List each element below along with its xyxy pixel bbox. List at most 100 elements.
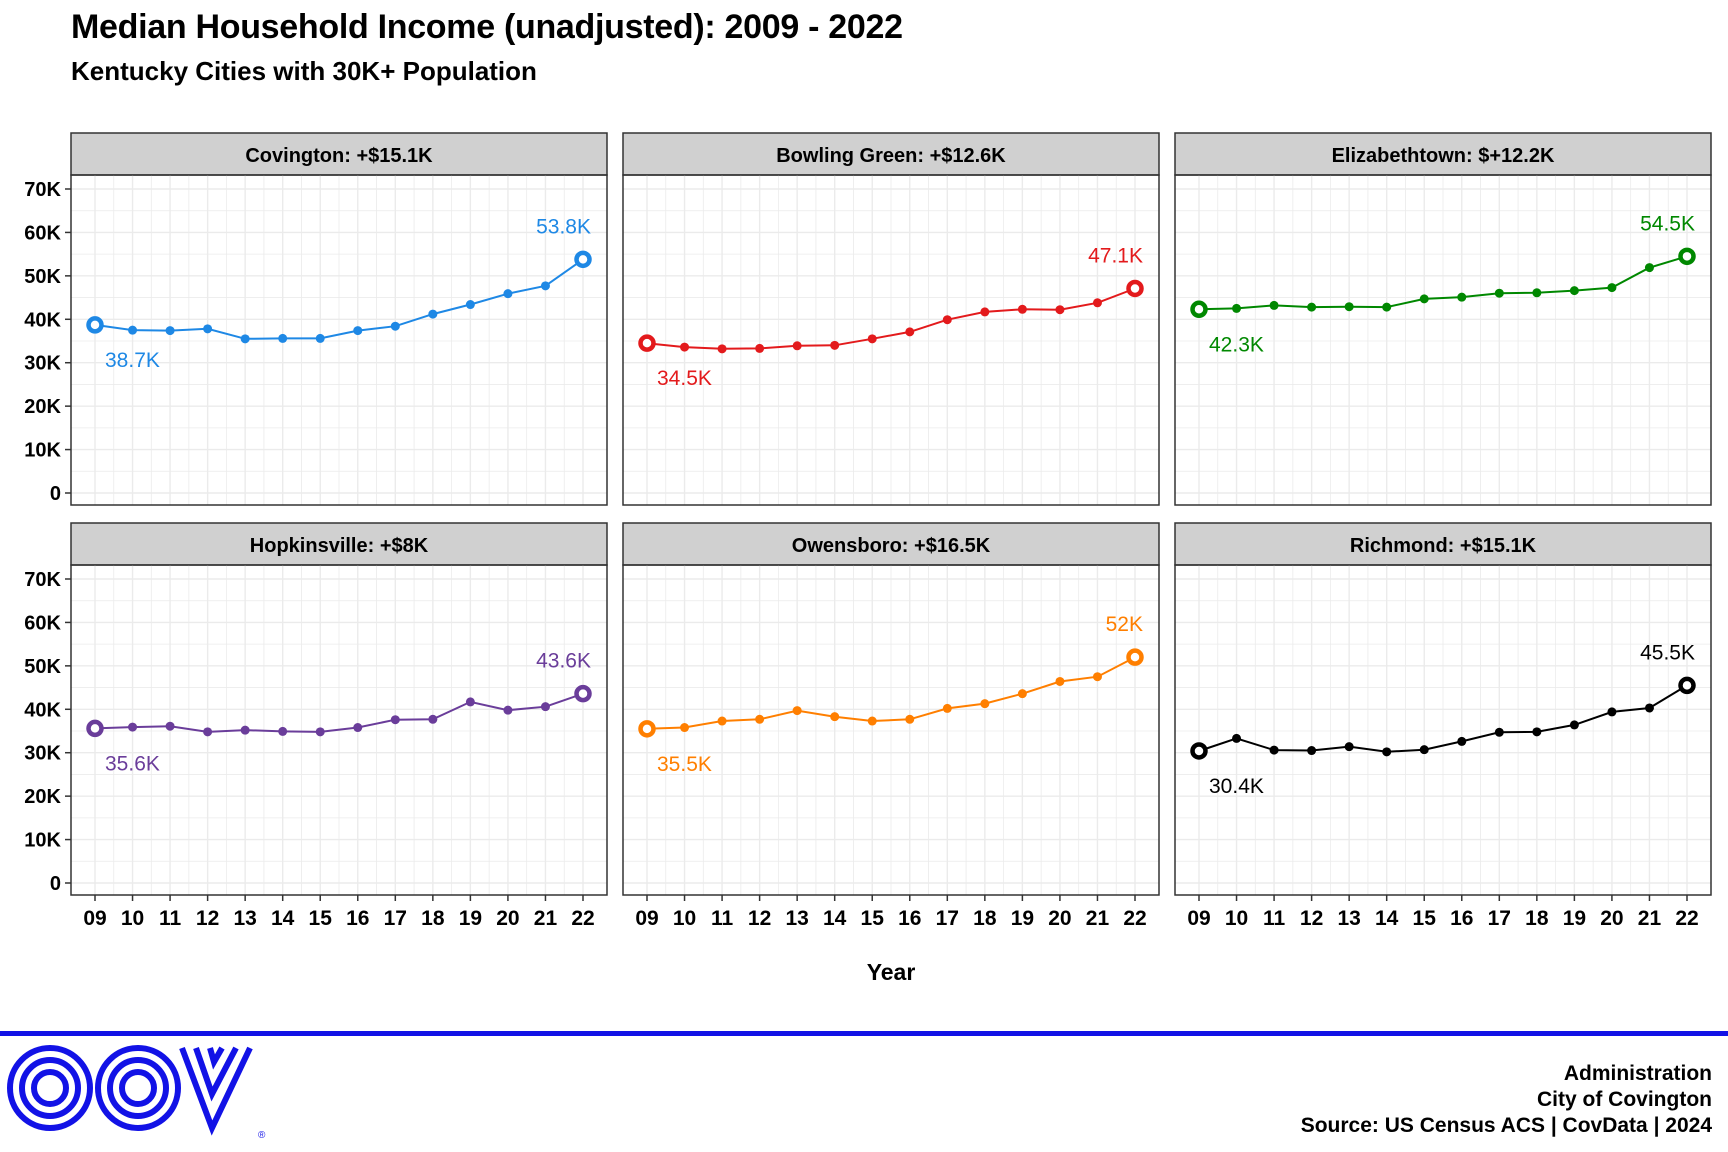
data-point (503, 289, 513, 299)
endpoint-marker (1678, 247, 1696, 266)
endpoint-marker (638, 334, 656, 352)
data-point (1055, 305, 1065, 315)
x-tick-label: 14 (271, 907, 295, 930)
x-tick-label: 18 (973, 907, 997, 930)
data-point (1569, 286, 1579, 296)
data-point (867, 334, 877, 344)
x-tick-label: 19 (1563, 907, 1586, 930)
data-point (1419, 745, 1429, 755)
svg-text:®: ® (258, 1130, 266, 1141)
x-tick-label: 13 (785, 907, 808, 930)
series-line (646, 287, 1136, 350)
x-tick-label: 21 (1086, 907, 1110, 930)
data-point (942, 315, 952, 325)
data-point (1494, 727, 1504, 737)
data-point (1055, 676, 1065, 686)
x-tick-label: 11 (711, 907, 734, 930)
data-point (353, 723, 363, 733)
x-tick-label: 16 (898, 907, 921, 930)
x-tick-label: 10 (121, 907, 144, 930)
start-value-label: 35.6K (105, 752, 160, 775)
data-point (1307, 302, 1317, 312)
data-point (278, 726, 288, 736)
x-tick-label: 09 (635, 907, 658, 930)
x-tick-label: 17 (384, 907, 407, 930)
data-point (165, 326, 175, 336)
panel-title: Covington: +$15.1K (245, 145, 433, 167)
credits-source: Source: US Census ACS | CovData | 2024 (1300, 1114, 1712, 1137)
data-point (1307, 746, 1317, 756)
x-tick-label: 09 (83, 907, 106, 930)
endpoint-marker (638, 720, 656, 738)
endpoint-marker (1126, 648, 1144, 666)
end-value-label: 45.5K (1640, 641, 1695, 664)
footer-divider (0, 1031, 1728, 1036)
panel-title: Elizabethtown: $+12.2K (1332, 145, 1555, 167)
series-line (94, 692, 584, 733)
data-point (1344, 742, 1354, 752)
panel-border (70, 174, 608, 506)
data-point (680, 342, 690, 352)
y-tick-label: 0 (50, 483, 61, 505)
data-point (830, 712, 840, 722)
panel-4: Hopkinsville: +$8K 0 10K 20K 30K 40K 50K 60K 70K… (24, 522, 608, 930)
panel-3: Elizabethtown: $+12.2K 42.3K 54.5K (1174, 132, 1712, 506)
x-tick-label: 15 (861, 907, 885, 930)
chart-title: Median Household Income (unadjusted): 20… (71, 8, 903, 46)
y-tick-label: 30K (24, 743, 61, 765)
endpoint-marker (1190, 742, 1208, 760)
data-point (1607, 283, 1617, 293)
data-point (980, 699, 990, 709)
data-point (128, 722, 138, 732)
panel-strip (622, 132, 1160, 176)
series-line (1198, 255, 1688, 311)
y-tick-label: 0 (50, 873, 61, 895)
data-point (1644, 703, 1654, 713)
x-tick-label: 10 (1225, 907, 1248, 930)
credits-department: Administration (1563, 1062, 1712, 1085)
data-point (315, 727, 325, 737)
y-tick-label: 40K (24, 309, 61, 331)
y-tick-label: 20K (24, 786, 61, 808)
x-tick-label: 21 (1638, 907, 1662, 930)
x-tick-label: 22 (1675, 907, 1698, 930)
panel-strip (622, 522, 1160, 566)
endpoint-marker (574, 250, 592, 269)
y-tick-label: 60K (24, 612, 61, 634)
x-tick-label: 14 (1375, 907, 1399, 930)
end-value-label: 47.1K (1088, 244, 1143, 267)
x-tick-label: 11 (159, 907, 182, 930)
credits-city: City of Covington (1537, 1088, 1712, 1111)
x-tick-label: 15 (1413, 907, 1437, 930)
data-point (1569, 720, 1579, 730)
panel-title: Owensboro: +$16.5K (792, 535, 991, 557)
data-point (540, 281, 550, 291)
data-point (1017, 689, 1027, 699)
x-tick-label: 16 (346, 907, 369, 930)
y-tick-label: 40K (24, 699, 61, 721)
data-point (1532, 727, 1542, 737)
panel-title: Richmond: +$15.1K (1350, 535, 1537, 557)
x-tick-label: 17 (1488, 907, 1511, 930)
data-point (278, 333, 288, 343)
chart-subtitle: Kentucky Cities with 30K+ Population (71, 56, 537, 86)
start-value-label: 30.4K (1209, 775, 1264, 798)
data-point (792, 341, 802, 351)
panel-border (1174, 174, 1712, 506)
y-tick-label: 20K (24, 396, 61, 418)
x-tick-label: 19 (1011, 907, 1034, 930)
data-point (428, 309, 438, 319)
y-tick-label: 10K (24, 830, 61, 852)
panel-strip (1174, 132, 1712, 176)
data-point (1092, 672, 1102, 682)
x-tick-label: 09 (1187, 907, 1210, 930)
credits-block: Administration City of Covington Source:… (1301, 1061, 1712, 1139)
data-point (465, 300, 475, 310)
x-tick-label: 18 (1525, 907, 1549, 930)
x-tick-label: 20 (1048, 907, 1071, 930)
start-value-label: 42.3K (1209, 333, 1264, 356)
data-point (680, 723, 690, 733)
data-point (240, 725, 250, 735)
data-point (905, 714, 915, 724)
panel-strip (70, 522, 608, 566)
